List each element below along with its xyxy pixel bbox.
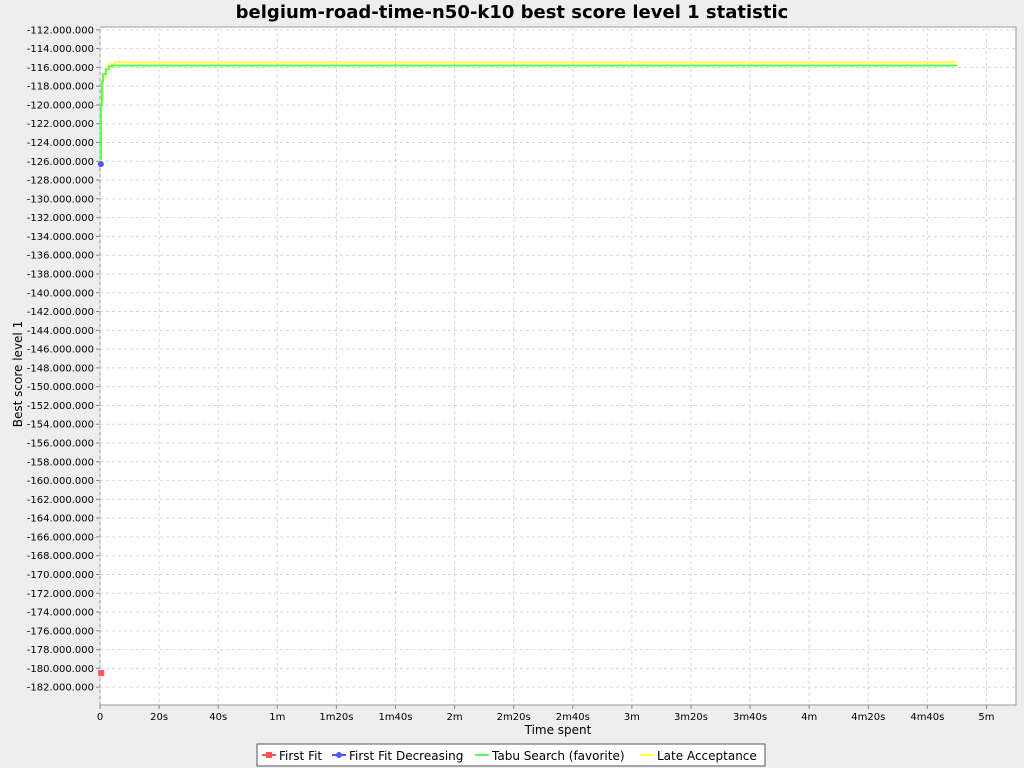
y-tick-label: -154.000.000 (27, 420, 94, 431)
y-tick-label: -166.000.000 (27, 532, 94, 543)
y-tick-label: -182.000.000 (27, 683, 94, 694)
y-axis-label: Best score level 1 (11, 321, 25, 427)
x-tick-label: 2m (447, 712, 463, 723)
legend-marker-first-fit (266, 752, 272, 758)
y-tick-label: -146.000.000 (27, 345, 94, 356)
x-tick-label: 5m (978, 712, 994, 723)
legend-label-late-acceptance: Late Acceptance (657, 749, 757, 763)
y-tick-label: -128.000.000 (27, 176, 94, 187)
y-tick-label: -112.000.000 (27, 25, 94, 36)
legend-box (256, 743, 766, 767)
y-tick-label: -160.000.000 (27, 476, 94, 487)
y-tick-label: -168.000.000 (27, 551, 94, 562)
legend-label-tabu-search-favorite: Tabu Search (favorite) (491, 749, 625, 763)
y-tick-label: -164.000.000 (27, 514, 94, 525)
y-tick-label: -136.000.000 (27, 251, 94, 262)
y-tick-label: -122.000.000 (27, 119, 94, 130)
series-layer (97, 60, 957, 677)
y-tick-label: -126.000.000 (27, 157, 94, 168)
y-tick-label: -150.000.000 (27, 382, 94, 393)
x-tick-label: 3m20s (674, 712, 708, 723)
y-tick-label: -162.000.000 (27, 495, 94, 506)
y-tick-label: -148.000.000 (27, 363, 94, 374)
x-tick-label: 1m40s (378, 712, 412, 723)
x-tick-label: 3m (624, 712, 640, 723)
y-tick-label: -142.000.000 (27, 307, 94, 318)
grid-lines (99, 27, 1016, 705)
y-tick-label: -152.000.000 (27, 401, 94, 412)
x-tick-label: 2m40s (556, 712, 590, 723)
data-point-first-fit-decreasing (97, 161, 104, 168)
y-tick-label: -158.000.000 (27, 457, 94, 468)
x-tick-label: 1m20s (319, 712, 353, 723)
y-tick-label: -174.000.000 (27, 608, 94, 619)
y-tick-label: -132.000.000 (27, 213, 94, 224)
y-tick-label: -116.000.000 (27, 63, 94, 74)
y-tick-label: -130.000.000 (27, 194, 94, 205)
y-tick-label: -134.000.000 (27, 232, 94, 243)
y-tick-label: -178.000.000 (27, 645, 94, 656)
y-tick-label: -172.000.000 (27, 589, 94, 600)
y-tick-label: -114.000.000 (27, 44, 94, 55)
y-tick-label: -124.000.000 (27, 138, 94, 149)
y-tick-label: -144.000.000 (27, 326, 94, 337)
x-tick-label: 0 (97, 712, 103, 723)
x-tick-label: 2m20s (497, 712, 531, 723)
x-tick-label: 20s (150, 712, 168, 723)
x-axis: 0 20s 40s 1m 1m20s 1m40s 2m 2m20s 2m40s 3m 3m20s 3m… (97, 705, 995, 723)
data-point-first-fit (98, 670, 105, 677)
x-tick-label: 4m (801, 712, 817, 723)
legend: First Fit First Fit Decreasing Tabu Search… (256, 743, 766, 767)
x-tick-label: 40s (209, 712, 227, 723)
y-tick-label: -176.000.000 (27, 626, 94, 637)
legend-label-first-fit: First Fit (279, 749, 322, 763)
y-tick-label: -140.000.000 (27, 288, 94, 299)
y-tick-label: -120.000.000 (27, 100, 94, 111)
plot-area (99, 26, 1017, 706)
y-tick-label: -180.000.000 (27, 664, 94, 675)
x-tick-label: 3m40s (733, 712, 767, 723)
y-tick-label: -138.000.000 (27, 269, 94, 280)
x-tick-label: 4m40s (910, 712, 944, 723)
series-line-tabu-search-favorite (99, 64, 957, 161)
y-axis: -112.000.000 -114.000.000 -116.000.000 -118… (27, 25, 100, 694)
chart-title: belgium-road-time-n50-k10 best score lev… (236, 2, 789, 23)
y-tick-label: -170.000.000 (27, 570, 94, 581)
x-tick-label: 4m20s (851, 712, 885, 723)
y-tick-label: -118.000.000 (27, 82, 94, 93)
legend-label-first-fit-decreasing: First Fit Decreasing (349, 749, 463, 763)
x-axis-label: Time spent (524, 723, 592, 737)
x-tick-label: 1m (269, 712, 285, 723)
y-tick-label: -156.000.000 (27, 439, 94, 450)
legend-marker-first-fit-decreasing (336, 752, 342, 758)
